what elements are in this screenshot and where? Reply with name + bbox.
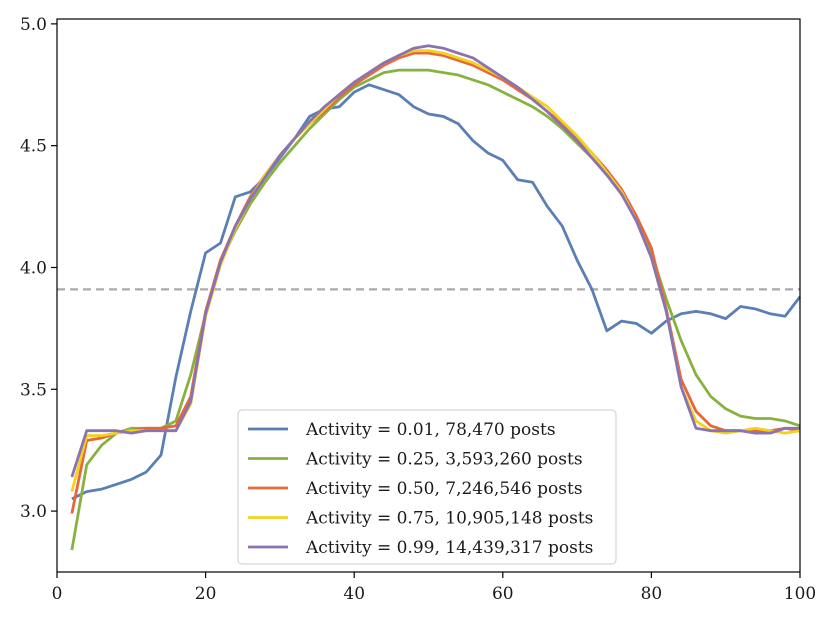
series-line-2 bbox=[70, 68, 801, 551]
axes-layer: 0 20 40 60 80 100 3.0 3.5 4.0 4.5 5.0 bbox=[20, 15, 816, 604]
series-line-1 bbox=[71, 83, 802, 501]
y-tick-label: 4.5 bbox=[20, 137, 47, 157]
plot-frame bbox=[56, 18, 801, 573]
y-tick-label: 5.0 bbox=[20, 15, 47, 35]
legend-label-5: Activity = 0.99, 14,439,317 posts bbox=[305, 538, 593, 558]
legend-label-1: Activity = 0.01, 78,470 posts bbox=[305, 420, 556, 440]
x-tick-label: 40 bbox=[343, 584, 365, 604]
x-tick-label: 0 bbox=[52, 584, 63, 604]
x-tick-label: 60 bbox=[492, 584, 514, 604]
y-tick-label: 3.0 bbox=[20, 502, 47, 522]
x-tick-label: 100 bbox=[784, 584, 816, 604]
legend-box bbox=[237, 409, 617, 565]
legend-label-4: Activity = 0.75, 10,905,148 posts bbox=[305, 509, 593, 529]
x-tick-label: 80 bbox=[641, 584, 663, 604]
x-tick-label: 20 bbox=[195, 584, 217, 604]
legend-label-3: Activity = 0.50, 7,246,546 posts bbox=[305, 479, 583, 499]
series-layer bbox=[70, 44, 802, 551]
y-tick-label: 4.0 bbox=[20, 258, 47, 278]
y-tick-label: 3.5 bbox=[20, 380, 47, 400]
legend: Activity = 0.01, 78,470 posts Activity = … bbox=[237, 409, 617, 565]
legend-label-2: Activity = 0.25, 3,593,260 posts bbox=[305, 450, 583, 470]
series-line-5 bbox=[70, 44, 800, 478]
